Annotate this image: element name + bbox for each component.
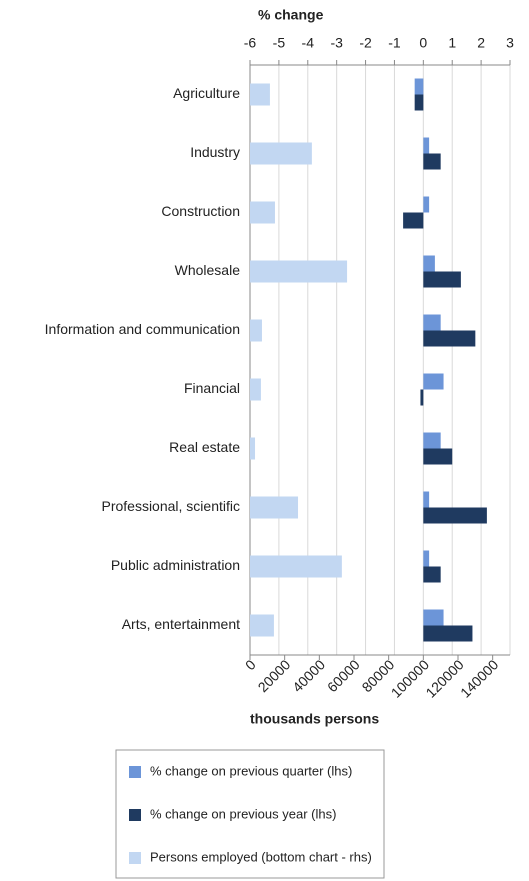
bar	[250, 437, 256, 460]
legend-swatch	[129, 852, 141, 864]
bar	[414, 94, 424, 111]
x-axis-title: % change	[258, 7, 324, 23]
y-tick-label: Arts, entertainment	[122, 616, 240, 632]
bar	[423, 550, 430, 567]
x-tick-label: -4	[302, 35, 315, 51]
x2-axis-title: thousands persons	[250, 711, 379, 727]
bar	[250, 201, 275, 224]
bar	[423, 609, 444, 626]
x-tick-label: -1	[388, 35, 401, 51]
x2-tick-label: 140000	[457, 656, 501, 700]
x-tick-label: -2	[359, 35, 372, 51]
x-tick-label: 0	[419, 35, 427, 51]
y-tick-label: Wholesale	[175, 262, 241, 278]
bar	[250, 614, 274, 637]
bar	[423, 271, 461, 288]
legend-label: % change on previous quarter (lhs)	[150, 763, 352, 778]
bar	[423, 314, 441, 331]
legend-box	[115, 749, 385, 879]
bar	[423, 330, 476, 347]
legend-label: Persons employed (bottom chart - rhs)	[150, 849, 372, 864]
y-tick-label: Information and communication	[45, 321, 240, 337]
legend-label: % change on previous year (lhs)	[150, 806, 336, 821]
bar	[423, 507, 487, 524]
x2-tick-label: 60000	[324, 656, 363, 695]
x-tick-label: -5	[273, 35, 286, 51]
bar	[423, 566, 441, 583]
x2-tick-label: 40000	[289, 656, 328, 695]
bar	[423, 153, 441, 170]
x-tick-label: -6	[244, 35, 257, 51]
legend-swatch	[129, 809, 141, 821]
bar	[250, 83, 270, 106]
bar	[250, 260, 348, 283]
bar	[423, 491, 430, 508]
y-tick-label: Construction	[161, 203, 240, 219]
x-tick-label: 3	[506, 35, 514, 51]
y-tick-label: Public administration	[111, 557, 240, 573]
x2-tick-label: 20000	[255, 656, 294, 695]
x2-tick-label: 100000	[388, 656, 432, 700]
x-tick-label: 1	[448, 35, 456, 51]
x2-tick-label: 120000	[422, 656, 466, 700]
y-tick-label: Industry	[190, 144, 240, 160]
legend-swatch	[129, 766, 141, 778]
bar	[423, 432, 441, 449]
bar	[423, 448, 453, 465]
bar	[420, 389, 424, 406]
bar	[423, 255, 435, 272]
bar	[423, 625, 473, 642]
bar	[250, 319, 262, 342]
x-tick-label: 2	[477, 35, 485, 51]
bar	[250, 142, 312, 165]
bar	[423, 196, 430, 213]
bar	[250, 378, 261, 401]
bar	[403, 212, 424, 229]
x-tick-label: -3	[330, 35, 343, 51]
bar	[423, 137, 430, 154]
bar	[250, 555, 342, 578]
bar	[414, 78, 424, 95]
bar	[250, 496, 299, 519]
y-tick-label: Real estate	[169, 439, 240, 455]
y-tick-label: Professional, scientific	[101, 498, 240, 514]
y-tick-label: Financial	[184, 380, 240, 396]
y-tick-label: Agriculture	[173, 85, 240, 101]
bar	[423, 373, 444, 390]
